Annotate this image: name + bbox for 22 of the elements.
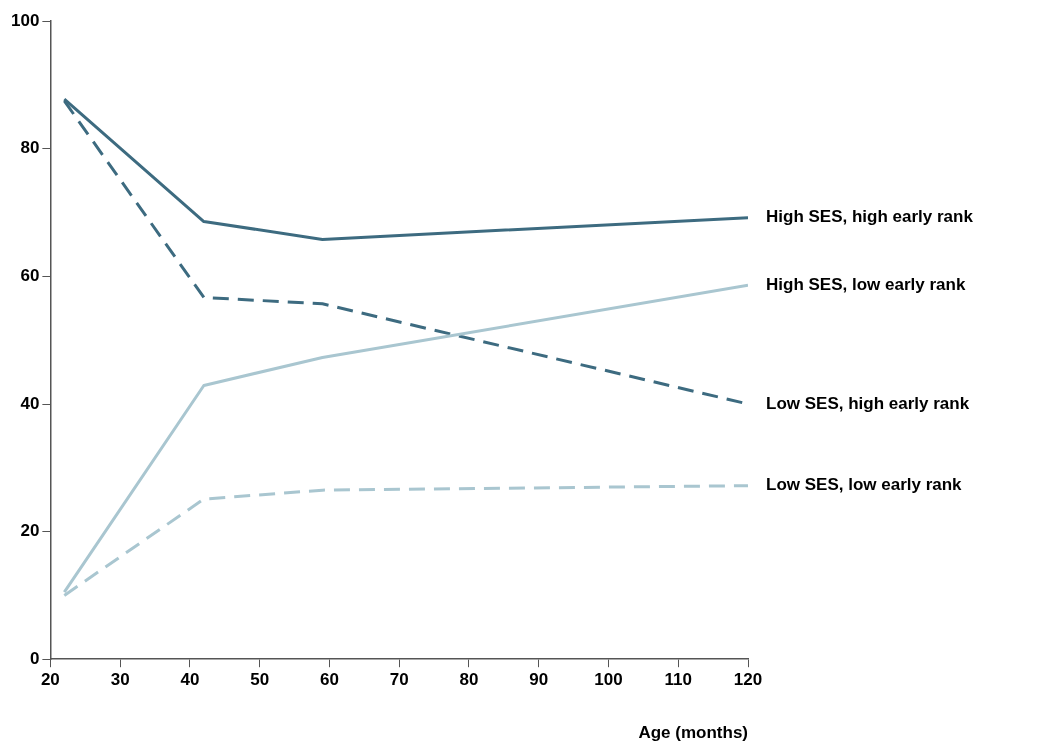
y-tick-label: 100 — [10, 10, 40, 30]
y-tick-label: 20 — [20, 521, 40, 541]
x-tick-label: 20 — [40, 670, 60, 690]
x-tick-label: 90 — [529, 670, 549, 690]
x-tick-label: 40 — [180, 670, 200, 690]
x-tick-label: 50 — [250, 670, 270, 690]
x-tick-label: 30 — [110, 670, 130, 690]
y-tick-label: 40 — [20, 393, 40, 413]
y-tick-label: 60 — [20, 266, 40, 286]
series-label: High SES, low early rank — [766, 275, 966, 295]
y-tick-label: 0 — [29, 648, 40, 668]
y-tick-label: 80 — [20, 138, 40, 158]
x-tick-label: 100 — [594, 670, 623, 690]
x-tick-label: 70 — [389, 670, 409, 690]
x-axis-title: Age (months) — [638, 723, 748, 743]
x-tick-label: 110 — [664, 670, 692, 690]
x-tick-label: 80 — [459, 670, 479, 690]
series-label: Low SES, high early rank — [766, 393, 970, 413]
x-tick-label: 120 — [733, 670, 763, 690]
series-label: Low SES, low early rank — [766, 475, 963, 495]
series-label: High SES, high early rank — [766, 207, 974, 227]
x-tick-label: 60 — [319, 670, 339, 690]
